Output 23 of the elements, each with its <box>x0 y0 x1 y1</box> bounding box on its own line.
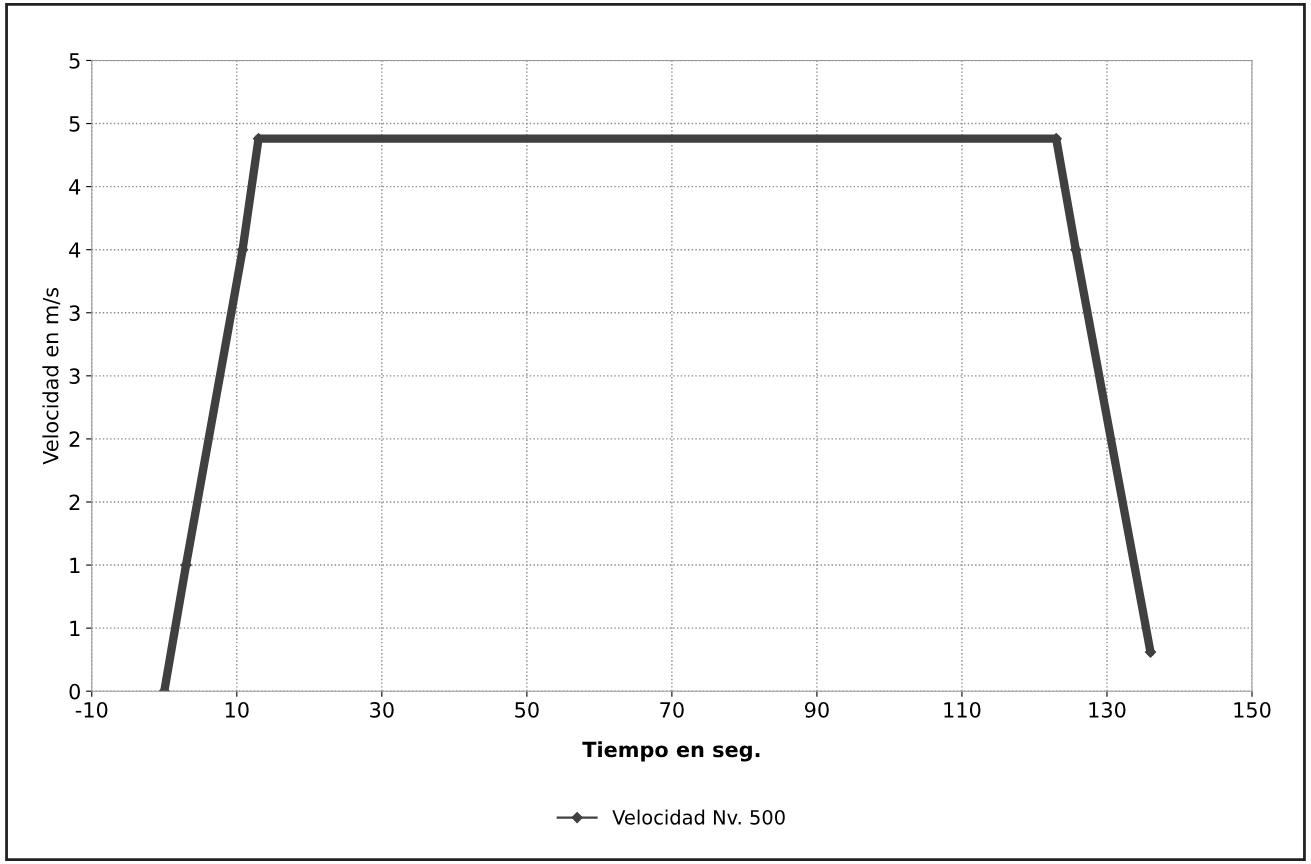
x-tick-label: 30 <box>370 701 394 718</box>
y-tick-label: 3 <box>69 305 80 321</box>
y-tick-label: 0 <box>69 683 80 700</box>
y-tick-label: 1 <box>70 620 80 637</box>
x-axis-title: Tiempo en seg. <box>582 741 760 762</box>
x-tick-label: 70 <box>660 701 684 718</box>
x-tick-label: 10 <box>225 701 249 718</box>
y-tick-label: 5 <box>69 53 80 69</box>
y-tick-label: 1 <box>70 557 80 573</box>
y-tick-label: 3 <box>69 368 80 385</box>
x-tick-label: -10 <box>75 701 108 718</box>
x-tick-label: 130 <box>1089 701 1126 718</box>
y-tick-label: 4 <box>69 242 81 258</box>
y-tick-label: 4 <box>69 179 81 195</box>
x-tick-label: 50 <box>515 701 539 718</box>
legend-label: Velocidad Nv. 500 <box>612 809 785 825</box>
x-tick-label: 150 <box>1234 701 1271 718</box>
y-tick-label: 2 <box>69 494 80 510</box>
y-axis-title: Velocidad en m/s <box>42 287 61 465</box>
x-tick-label: 110 <box>944 701 981 718</box>
y-tick-label: 5 <box>69 116 80 132</box>
y-tick-label: 2 <box>69 431 80 447</box>
x-tick-label: 90 <box>804 701 829 718</box>
